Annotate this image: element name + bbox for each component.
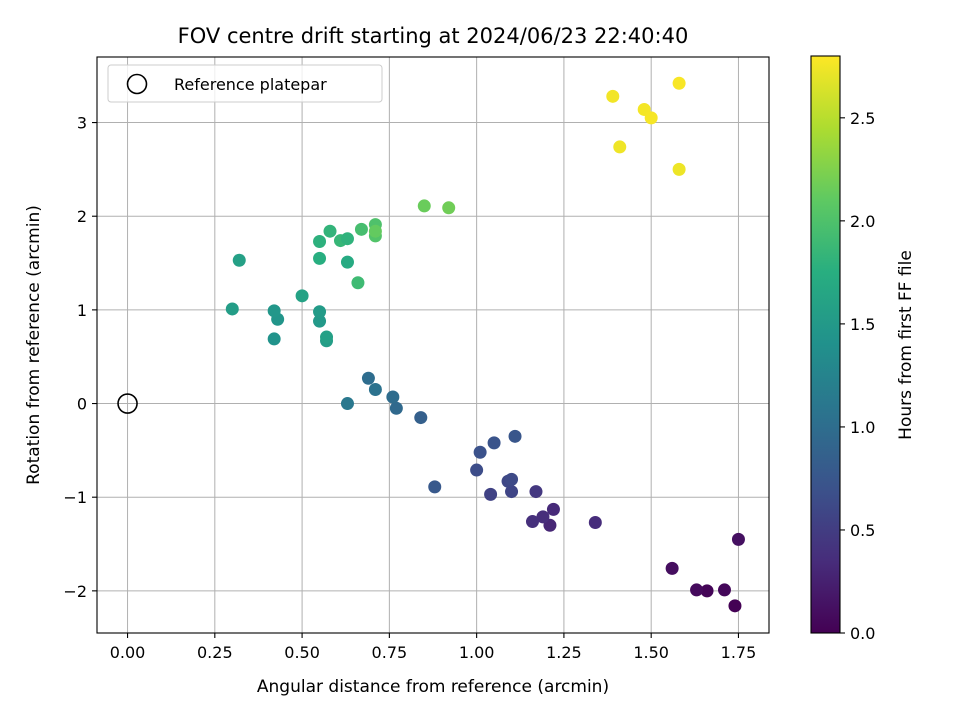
data-point xyxy=(731,532,745,546)
grid-lines xyxy=(97,57,769,633)
colorbar-tick-label: 0.0 xyxy=(850,624,875,643)
x-tick-label: 1.00 xyxy=(459,643,495,662)
x-tick-label: 0.50 xyxy=(284,643,320,662)
data-point xyxy=(267,332,281,346)
data-point xyxy=(340,255,354,269)
data-point xyxy=(606,89,620,103)
data-point xyxy=(672,162,686,176)
data-point xyxy=(613,140,627,154)
x-tick-label: 0.00 xyxy=(110,643,146,662)
data-point xyxy=(700,584,714,598)
data-point xyxy=(389,401,403,415)
data-point xyxy=(313,235,327,249)
colorbar-tick-label: 1.5 xyxy=(850,315,875,334)
data-point xyxy=(225,302,239,316)
colorbar-gradient xyxy=(811,56,840,633)
data-point xyxy=(529,485,543,499)
data-point xyxy=(665,561,679,575)
legend: Reference platepar xyxy=(107,64,383,103)
data-point xyxy=(717,583,731,597)
colorbar-tick-label: 2.5 xyxy=(850,109,875,128)
data-point xyxy=(690,583,704,597)
colorbar-frame xyxy=(810,55,841,634)
data-point xyxy=(313,314,327,328)
data-point xyxy=(354,222,368,236)
colorbar-tick-label: 2.0 xyxy=(850,212,875,231)
data-point xyxy=(546,502,560,516)
data-point xyxy=(505,472,519,486)
data-point xyxy=(672,76,686,90)
data-point xyxy=(313,305,327,319)
data-point xyxy=(644,111,658,125)
data-point xyxy=(487,436,501,450)
data-point xyxy=(368,382,382,396)
data-point xyxy=(368,224,382,238)
data-point xyxy=(414,411,428,425)
chart-title: FOV centre drift starting at 2024/06/23 … xyxy=(178,24,689,48)
data-point xyxy=(536,510,550,524)
x-tick-label: 1.75 xyxy=(721,643,757,662)
data-point xyxy=(417,199,431,213)
reference-platepar-marker xyxy=(117,393,138,414)
data-point xyxy=(267,304,281,318)
legend-marker-open-circle xyxy=(126,73,148,95)
data-point xyxy=(470,463,484,477)
data-point xyxy=(340,397,354,411)
plot-area xyxy=(97,57,769,633)
data-point xyxy=(320,330,334,344)
y-tick-label: 0 xyxy=(77,395,87,414)
data-point xyxy=(340,232,354,246)
data-point xyxy=(428,480,442,494)
data-point xyxy=(484,487,498,501)
data-point xyxy=(473,445,487,459)
colorbar-ticks: 0.0 0.5 1.0 1.5 2.0 2.5 xyxy=(840,109,875,643)
x-tick-label: 0.25 xyxy=(197,643,233,662)
x-axis-label: Angular distance from reference (arcmin) xyxy=(257,677,609,697)
data-point xyxy=(728,599,742,613)
y-tick-label: 2 xyxy=(77,207,87,226)
data-point xyxy=(361,371,375,385)
colorbar: 0.0 0.5 1.0 1.5 2.0 2.5 Hours from first FF f… xyxy=(810,55,916,643)
legend-box xyxy=(107,64,383,103)
x-tick-label: 0.75 xyxy=(372,643,408,662)
data-point xyxy=(351,276,365,290)
colorbar-label: Hours from first FF file xyxy=(896,250,916,440)
y-tick-label: −2 xyxy=(63,582,87,601)
data-point xyxy=(232,253,246,267)
data-point xyxy=(505,485,519,499)
legend-entry-reference-platepar: Reference platepar xyxy=(174,75,327,94)
data-point xyxy=(508,429,522,443)
y-tick-label: −1 xyxy=(63,488,87,507)
x-tick-label: 1.50 xyxy=(633,643,669,662)
colorbar-tick-label: 0.5 xyxy=(850,521,875,540)
data-point xyxy=(588,515,602,529)
data-point xyxy=(442,201,456,215)
data-point xyxy=(386,390,400,404)
data-points xyxy=(225,76,745,613)
plot-frame xyxy=(96,56,770,634)
y-tick-label: 3 xyxy=(77,114,87,133)
colorbar-tick-label: 1.0 xyxy=(850,418,875,437)
x-axis-ticks: 0.00 0.25 0.50 0.75 1.00 1.25 1.50 1.75 xyxy=(110,633,757,662)
data-point xyxy=(295,289,309,303)
y-axis-label: Rotation from reference (arcmin) xyxy=(24,205,44,485)
x-tick-label: 1.25 xyxy=(546,643,582,662)
data-point xyxy=(313,251,327,265)
data-point xyxy=(323,224,337,238)
y-tick-label: 1 xyxy=(77,301,87,320)
data-point xyxy=(525,515,539,529)
y-axis-ticks: −2 −1 0 1 2 3 xyxy=(63,114,97,601)
